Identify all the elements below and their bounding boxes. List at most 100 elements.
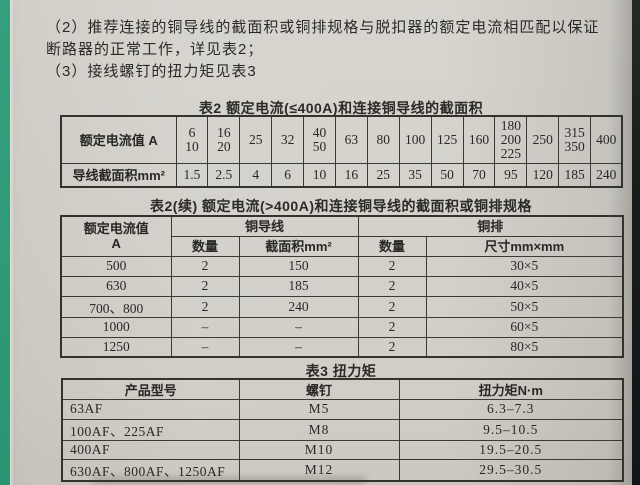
table2-area-label: 导线截面积mm² — [60, 162, 177, 188]
table-cell: 80×5 — [425, 336, 624, 358]
table2-rated-current-wire-area: 额定电流值 A 6 10 16 20 25 32 40 50 63 80 100… — [60, 115, 624, 188]
table-cell: 80 — [366, 115, 400, 164]
table-cell: 250 — [526, 115, 560, 164]
table-cell: 2 — [357, 295, 427, 318]
table2b-wire-area-header: 截面积mm² — [238, 235, 359, 257]
table-cell: 2 — [357, 275, 427, 297]
table2b-sub-header-row: 数量 截面积mm² 数量 尺寸mm×mm — [61, 235, 624, 257]
table-cell: 63 — [334, 115, 368, 164]
table-cell: 185 — [558, 162, 592, 188]
table2-continued-busbar-spec: 额定电流值 A 铜导线 铜排 数量 截面积mm² 数量 尺寸mm×mm 500 … — [60, 215, 625, 358]
table-cell: 400AF — [61, 439, 240, 460]
table-cell: 25 — [239, 115, 273, 164]
table-cell: 29.5–30.5 — [398, 459, 624, 482]
table-row: 700、800 2 240 2 50×5 — [60, 295, 624, 318]
green-book-edge — [0, 0, 10, 485]
table-cell: M12 — [238, 459, 400, 482]
table2b-current-header: 额定电流值 A — [60, 215, 172, 257]
table-cell: 40×5 — [425, 275, 624, 297]
dark-page-edge — [632, 0, 640, 485]
table-cell: 10 — [303, 162, 336, 188]
table-cell: 16 20 — [207, 115, 241, 164]
table2-area-row: 导线截面积mm² 1.5 2.5 4 6 10 16 25 35 50 70 9… — [60, 162, 623, 188]
table2b-title: 表2(续) 额定电流(>400A)和连接铜导线的截面积或铜排规格 — [150, 198, 532, 214]
table-cell: 6.3–7.3 — [398, 399, 624, 420]
intro-line-1: （2）推荐连接的铜导线的截面积或铜排规格与脱扣器的额定电流相匹配以保证 — [46, 19, 600, 36]
table-row: 630AF、800AF、1250AF M12 29.5–30.5 — [61, 459, 624, 482]
intro-line-2: 断路器的正常工作，详见表2； — [46, 41, 264, 58]
table2b-wire-group-header: 铜导线 — [170, 215, 359, 237]
table-cell: 50 — [430, 162, 464, 188]
table2b-group-header-row: 额定电流值 A 铜导线 铜排 — [60, 215, 624, 257]
table-cell: 1000 — [60, 316, 172, 338]
table-cell: – — [170, 336, 240, 358]
table3-model-header: 产品型号 — [61, 378, 240, 400]
table-cell: 2 — [170, 255, 240, 277]
table-cell: 30×5 — [425, 255, 624, 277]
table-row: 500 2 150 2 30×5 — [60, 255, 624, 277]
table-cell: 240 — [238, 295, 359, 318]
table-cell: – — [238, 316, 359, 338]
table-cell: 185 — [238, 275, 359, 297]
table-row: 63AF M5 6.3–7.3 — [61, 399, 624, 420]
table3-header-row: 产品型号 螺钉 扭力矩N·m — [61, 378, 624, 400]
table-cell: 315 350 — [558, 115, 592, 164]
intro-line-3: （3）接线螺钉的扭力矩见表3 — [46, 63, 257, 80]
table-cell: 35 — [398, 162, 432, 188]
table-cell: 630 — [60, 275, 172, 297]
table-cell: 9.5–10.5 — [398, 418, 624, 441]
table-cell: 2 — [357, 255, 427, 277]
table2-current-row: 额定电流值 A 6 10 16 20 25 32 40 50 63 80 100… — [60, 115, 623, 164]
table-cell: 4 — [239, 162, 273, 188]
table-row: 630 2 185 2 40×5 — [60, 275, 624, 297]
table-cell: 40 50 — [303, 115, 336, 164]
table-cell: 95 — [494, 162, 528, 188]
table-cell: 180 200 225 — [494, 115, 528, 164]
table2-current-label: 额定电流值 A — [60, 115, 177, 164]
table-cell: 100 — [398, 115, 432, 164]
table-cell: 2 — [170, 275, 240, 297]
table3-screw-header: 螺钉 — [238, 378, 400, 400]
table2b-bar-qty-header: 数量 — [357, 235, 427, 257]
table-cell: 1.5 — [175, 162, 209, 188]
table-row: 400AF M10 19.5–20.5 — [61, 439, 624, 460]
paper-edge-highlight — [10, 0, 14, 485]
table-cell: – — [238, 336, 359, 358]
table-cell: 2 — [170, 295, 240, 318]
table-cell: – — [170, 316, 240, 338]
table-cell: 120 — [526, 162, 560, 188]
table-cell: 25 — [366, 162, 400, 188]
table-row: 1000 – – 2 60×5 — [60, 316, 624, 338]
table-cell: 400 — [590, 115, 623, 164]
table-cell: 150 — [238, 255, 359, 277]
table-row: 100AF、225AF M8 9.5–10.5 — [61, 418, 624, 441]
table3-title: 表3 扭力矩 — [305, 363, 377, 379]
table2b-wire-qty-header: 数量 — [170, 235, 240, 257]
table3-torque-header: 扭力矩N·m — [398, 378, 624, 400]
table-cell: 32 — [271, 115, 305, 164]
table-cell: 100AF、225AF — [61, 418, 240, 441]
table2b-busbar-group-header: 铜排 — [357, 215, 624, 237]
table-cell: 160 — [462, 115, 496, 164]
table-row: 1250 – – 2 80×5 — [60, 336, 624, 358]
table-cell: M10 — [238, 439, 400, 460]
table-cell: 2 — [357, 336, 427, 358]
table-cell: 500 — [60, 255, 172, 277]
table-cell: 6 10 — [175, 115, 209, 164]
table-cell: 125 — [430, 115, 464, 164]
table-cell: 1250 — [60, 336, 172, 358]
table2-title: 表2 额定电流(≤400A)和连接铜导线的截面积 — [198, 100, 484, 116]
table-cell: 2 — [357, 316, 427, 338]
table-cell: 63AF — [61, 399, 240, 420]
table-cell: 19.5–20.5 — [398, 439, 624, 460]
table2b-bar-size-header: 尺寸mm×mm — [425, 235, 624, 257]
table-cell: M8 — [238, 418, 400, 441]
table-cell: 50×5 — [425, 295, 624, 318]
table-cell: 700、800 — [60, 295, 172, 318]
table-cell: 240 — [590, 162, 623, 188]
table-cell: 630AF、800AF、1250AF — [61, 459, 240, 482]
table3-torque: 产品型号 螺钉 扭力矩N·m 63AF M5 6.3–7.3 100AF、225… — [61, 378, 624, 482]
table-cell: M5 — [238, 399, 400, 420]
intro-paragraph: （2）推荐连接的铜导线的截面积或铜排规格与脱扣器的额定电流相匹配以保证 断路器的… — [46, 17, 632, 83]
